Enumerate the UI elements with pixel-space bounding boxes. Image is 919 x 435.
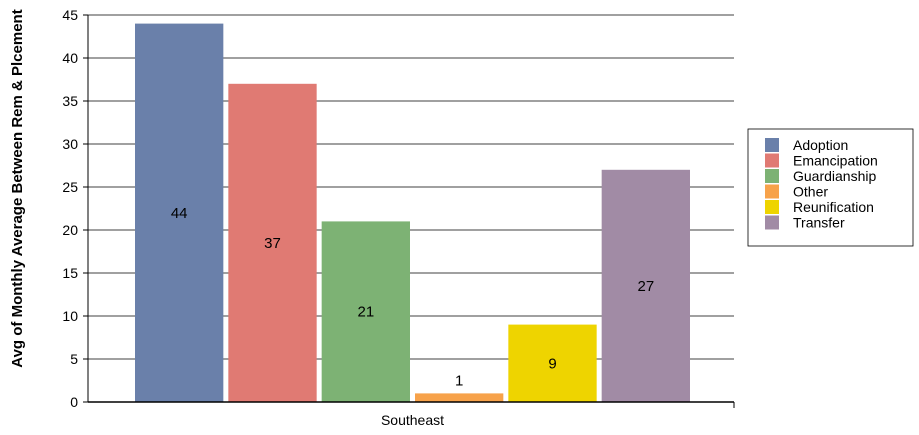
legend-swatch-adoption — [765, 138, 779, 152]
axes — [87, 15, 735, 408]
legend-entry-guardianship: Guardianship — [793, 168, 876, 184]
data-label-guardianship: 21 — [357, 304, 374, 321]
legend-entry-other: Other — [793, 184, 828, 200]
y-tick-label: 45 — [62, 7, 78, 23]
legend-swatch-guardianship — [765, 169, 779, 183]
y-axis-label: Avg of Monthly Average Between Rem & Plc… — [9, 9, 26, 367]
legend-entry-adoption: Adoption — [793, 137, 848, 153]
bars: 44 37 21 1 9 27 — [135, 23, 690, 403]
legend-entry-transfer: Transfer — [793, 215, 845, 231]
y-tick-label: 35 — [62, 93, 78, 109]
y-tick-label: 30 — [62, 136, 78, 152]
legend-swatch-reunification — [765, 200, 779, 214]
legend-swatch-emancipation — [765, 153, 779, 168]
y-tick-label: 0 — [70, 394, 78, 410]
y-tick-label: 15 — [62, 265, 78, 281]
bar-guardianship — [321, 221, 410, 402]
bar-emancipation — [228, 83, 317, 403]
bar-transfer — [601, 169, 690, 402]
y-tick-label: 40 — [62, 50, 78, 66]
legend-swatch-other — [765, 184, 779, 199]
bar-reunification — [508, 324, 597, 402]
legend-entry-emancipation: Emancipation — [793, 153, 878, 169]
data-label-reunification: 9 — [548, 355, 556, 372]
data-label-transfer: 27 — [637, 278, 654, 295]
data-label-other: 1 — [455, 372, 463, 389]
y-tick-label: 25 — [62, 179, 78, 195]
data-label-emancipation: 37 — [264, 235, 281, 252]
y-tick-label: 10 — [62, 308, 78, 324]
y-tick-label: 5 — [70, 351, 78, 367]
legend-swatch-transfer — [765, 215, 779, 230]
data-label-adoption: 44 — [171, 205, 188, 222]
x-tick-label-southeast: Southeast — [381, 412, 444, 428]
y-tick-label: 20 — [62, 222, 78, 238]
y-tick-labels: 0 5 10 15 20 25 30 35 40 45 — [62, 7, 78, 410]
legend-entry-reunification: Reunification — [793, 199, 874, 215]
legend: AdoptionEmancipationGuardianshipOtherReu… — [747, 128, 914, 247]
bar-other — [415, 393, 504, 402]
bar-adoption — [135, 23, 224, 402]
